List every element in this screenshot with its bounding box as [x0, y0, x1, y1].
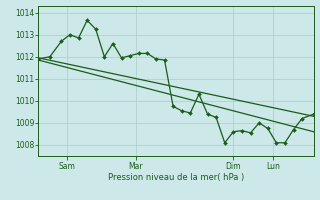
X-axis label: Pression niveau de la mer( hPa ): Pression niveau de la mer( hPa )	[108, 173, 244, 182]
